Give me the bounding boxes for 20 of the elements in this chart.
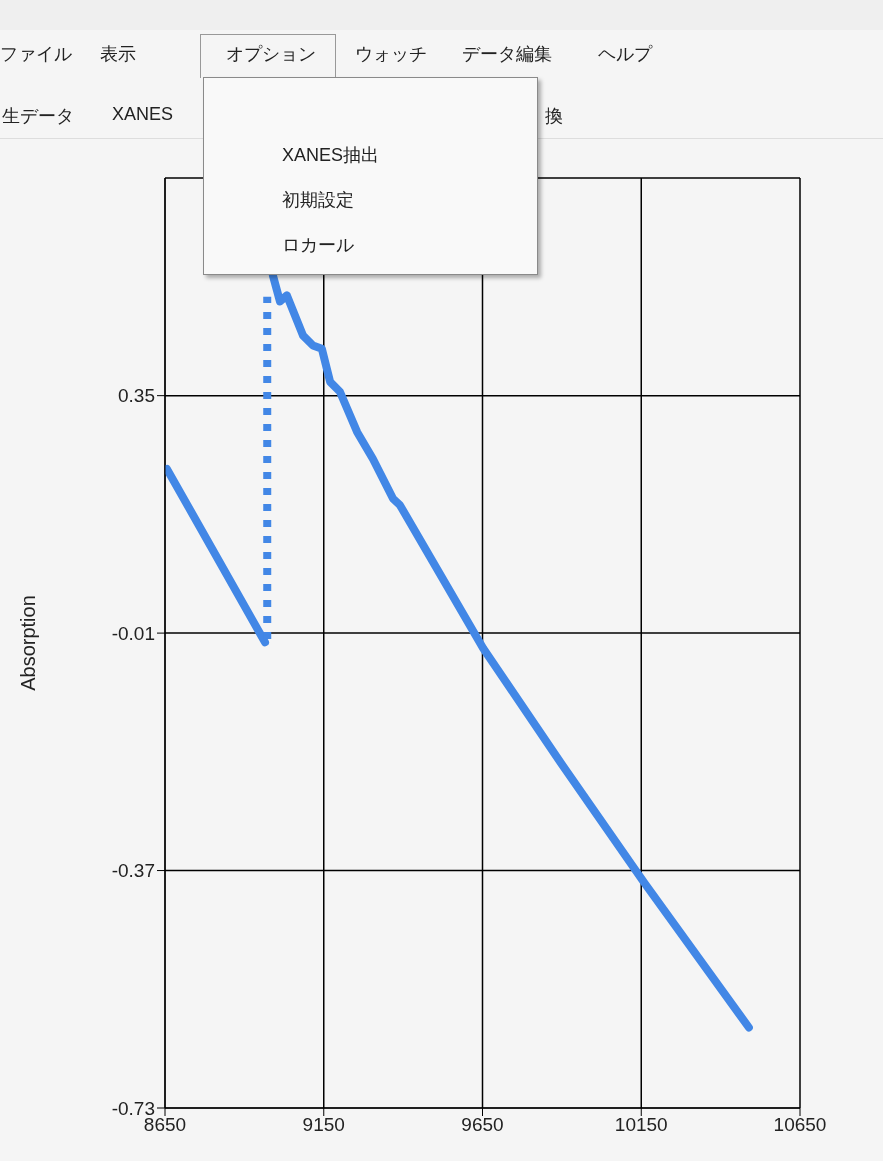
x-tick-label: 10650 — [773, 1114, 827, 1136]
x-tick-label: 9150 — [302, 1114, 345, 1136]
text: XANES — [112, 104, 174, 125]
x-tick-label: 9650 — [461, 1114, 504, 1136]
text: 表示 — [100, 43, 136, 66]
text: データ編集 — [462, 43, 552, 66]
text: ウォッチ — [355, 43, 427, 66]
dropdown-menu: XANES抽出 初期設定 ロカール — [203, 77, 538, 275]
y-tick-label: 0.35 — [118, 385, 155, 407]
text: ヘルプ — [598, 43, 652, 66]
text: オプション — [226, 43, 316, 66]
text: 生データ — [2, 105, 74, 128]
text: 換 — [545, 105, 563, 128]
text: ファイル — [0, 43, 72, 66]
x-tick-label: 10150 — [614, 1114, 668, 1136]
annotation: 初期設定 — [282, 189, 354, 212]
y-axis-title: Absorption — [17, 595, 40, 691]
y-tick-label: -0.37 — [111, 860, 155, 882]
y-tick-label: -0.01 — [111, 622, 155, 644]
annotation: ロカール — [282, 234, 354, 257]
